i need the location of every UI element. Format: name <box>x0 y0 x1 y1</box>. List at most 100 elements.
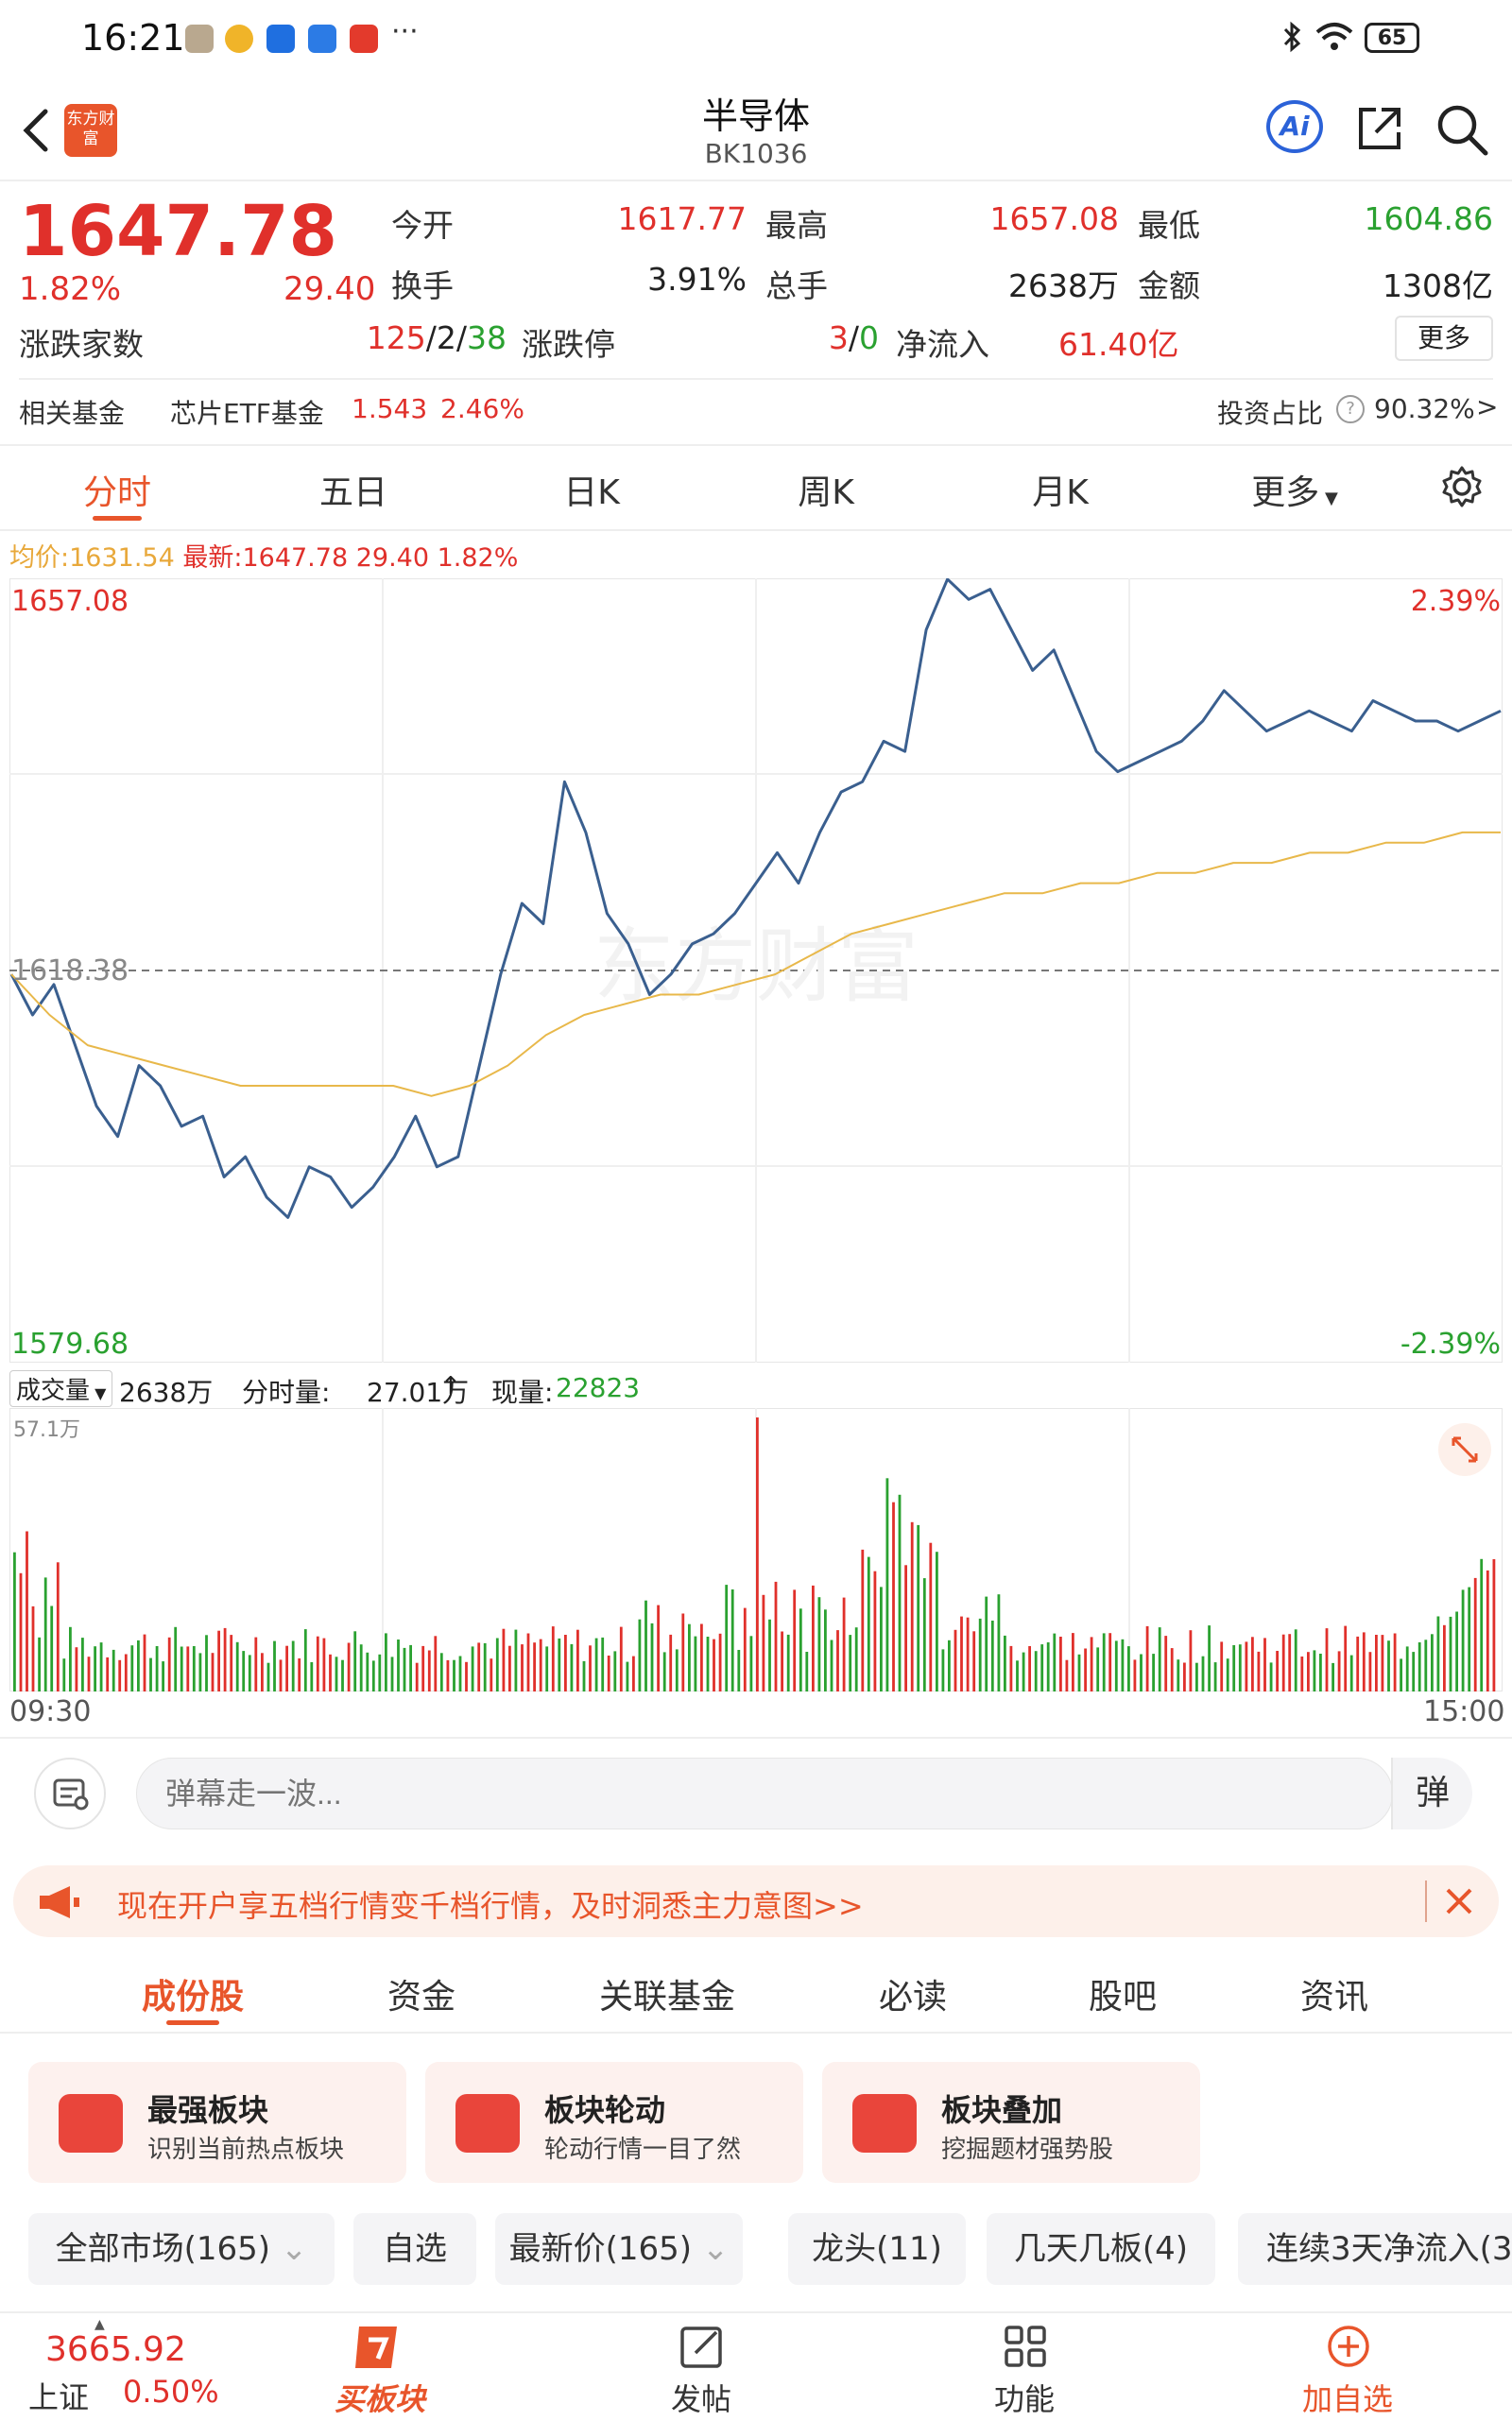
share-icon[interactable] <box>1353 102 1406 155</box>
nav-label: 发帖 <box>670 2381 731 2417</box>
volume-bar <box>1034 1651 1038 1691</box>
volume-bar <box>217 1630 220 1691</box>
promo-banner[interactable]: 现在开户享五档行情变千档行情，及时洞悉主力意图>> <box>13 1865 1499 1937</box>
volume-bar <box>1356 1636 1360 1691</box>
tab-must-read[interactable]: 必读 <box>878 1978 947 2017</box>
danmu-list-icon <box>53 1778 89 1811</box>
ai-button[interactable]: Ai <box>1266 100 1323 153</box>
volume-bar <box>285 1645 288 1691</box>
bluetooth-icon <box>1283 21 1301 53</box>
volume-bar <box>1189 1630 1193 1691</box>
filter-latest-price[interactable]: 最新价(165) ⌄ <box>495 2213 743 2285</box>
plus-circle-icon <box>1328 2326 1369 2367</box>
volume-bar <box>490 1658 493 1691</box>
volume-bar <box>990 1621 994 1691</box>
bottom-navigation: ▲ 3665.92 上证 0.50% 买板块 发帖 功能 加自选 <box>0 2311 1512 2421</box>
volume-bar <box>873 1571 877 1691</box>
volume-bar <box>291 1640 295 1691</box>
volume-bar <box>589 1645 592 1691</box>
volume-bar <box>508 1645 511 1691</box>
volume-bar <box>1337 1651 1341 1691</box>
filter-net-inflow[interactable]: 连续3天净流入(3 <box>1238 2213 1512 2285</box>
tab-five-day[interactable]: 五日 <box>318 473 387 512</box>
index-ticker[interactable]: ▲ 3665.92 上证 0.50% <box>9 2317 219 2415</box>
tab-news[interactable]: 资讯 <box>1299 1978 1368 2017</box>
filter-leaders[interactable]: 龙头(11) <box>788 2213 966 2285</box>
tab-monthly-k[interactable]: 月K <box>1032 473 1089 512</box>
change-percent: 1.82% <box>19 270 122 308</box>
volume-bar <box>1449 1616 1452 1691</box>
intraday-price-chart[interactable]: 东方财富 1657.08 1618.38 1579.68 2.39% -2.39… <box>9 578 1503 1363</box>
nav-post[interactable]: 发帖 <box>626 2319 777 2417</box>
danmu-input[interactable] <box>136 1758 1393 1829</box>
y-ref-label: 1618.38 <box>11 954 129 987</box>
tab-weekly-k[interactable]: 周K <box>798 473 854 512</box>
nav-add-watchlist[interactable]: 加自选 <box>1272 2319 1423 2417</box>
tab-capital[interactable]: 资金 <box>387 1978 455 2017</box>
card-sector-rotation[interactable]: 板块轮动 轮动行情一目了然 <box>425 2062 803 2183</box>
danmu-toggle-button[interactable]: 弹 <box>1391 1758 1472 1829</box>
filter-all-markets[interactable]: 全部市场(165) ⌄ <box>28 2213 335 2285</box>
weibo-icon <box>225 25 253 53</box>
volume-bar <box>936 1552 938 1691</box>
tab-forum[interactable]: 股吧 <box>1088 1978 1157 2017</box>
x-end-label: 15:00 <box>1423 1695 1505 1728</box>
volume-bar <box>1090 1637 1093 1691</box>
volume-bar <box>1133 1659 1137 1691</box>
more-quote-button[interactable]: 更多 <box>1395 316 1493 361</box>
related-fund-row[interactable]: 相关基金 芯片ETF基金 1.543 2.46% 投资占比 ? 90.32% > <box>0 382 1512 442</box>
tab-intraday[interactable]: 分时 <box>82 473 151 512</box>
volume-bar <box>248 1655 251 1691</box>
grid-icon <box>1005 2326 1046 2367</box>
volume-chart[interactable]: 57.1万 <box>9 1408 1503 1691</box>
volume-bar <box>329 1654 332 1691</box>
volume-bar <box>675 1649 679 1691</box>
volume-bar <box>341 1659 344 1691</box>
filter-limit-boards[interactable]: 几天几板(4) <box>987 2213 1215 2285</box>
settings-gear-icon[interactable] <box>1440 465 1484 508</box>
volume-bar <box>162 1661 164 1691</box>
help-icon[interactable]: ? <box>1336 395 1365 423</box>
close-icon[interactable] <box>1442 1884 1476 1918</box>
filter-watchlist[interactable]: 自选 <box>353 2213 476 2285</box>
nav-buy-sector[interactable]: 买板块 <box>304 2319 455 2417</box>
volume-bar <box>849 1635 852 1691</box>
volume-bar <box>1344 1625 1348 1691</box>
volume-bar <box>842 1597 846 1691</box>
x-start-label: 09:30 <box>9 1695 92 1728</box>
volume-bar <box>662 1652 666 1691</box>
danmu-list-button[interactable] <box>34 1758 106 1829</box>
volume-bar <box>1028 1646 1031 1691</box>
tab-constituents[interactable]: 成份股 <box>141 1978 244 2017</box>
volume-bar <box>1381 1635 1384 1691</box>
chevron-right-icon: > <box>1476 391 1499 422</box>
card-strongest-sector[interactable]: 最强板块 识别当前热点板块 <box>28 2062 406 2183</box>
banner-text: 现在开户享五档行情变千档行情，及时洞悉主力意图>> <box>117 1888 864 1924</box>
back-icon[interactable] <box>17 106 55 155</box>
minute-volume-label: 分时量: <box>242 1377 331 1408</box>
nav-functions[interactable]: 功能 <box>949 2319 1100 2417</box>
volume-bar <box>471 1646 474 1691</box>
volume-bar <box>718 1633 722 1691</box>
tab-related-funds[interactable]: 关联基金 <box>598 1978 735 2017</box>
volume-bar <box>545 1646 549 1691</box>
volume-bar <box>539 1639 542 1691</box>
volume-bar <box>87 1657 91 1691</box>
volume-indicator-select[interactable]: 成交量 ▼ <box>9 1370 113 1407</box>
volume-bar <box>917 1524 920 1691</box>
volume-bar <box>817 1597 821 1691</box>
volume-bar <box>582 1660 586 1691</box>
app-notification-icon <box>185 25 214 53</box>
volume-bar <box>799 1608 802 1691</box>
tab-more[interactable]: 更多 ▼ <box>1251 473 1338 512</box>
volume-bar <box>31 1605 35 1691</box>
search-icon[interactable] <box>1435 102 1489 157</box>
tab-daily-k[interactable]: 日K <box>563 473 620 512</box>
page-title: 半导体 <box>701 95 810 137</box>
open-value: 1617.77 <box>617 200 747 237</box>
volume-bar <box>1400 1658 1402 1691</box>
card-sector-overlay[interactable]: 板块叠加 挖掘题材强势股 <box>822 2062 1200 2183</box>
volume-bar <box>322 1638 326 1691</box>
volume-bar <box>167 1637 171 1691</box>
volume-bar <box>1431 1634 1434 1691</box>
